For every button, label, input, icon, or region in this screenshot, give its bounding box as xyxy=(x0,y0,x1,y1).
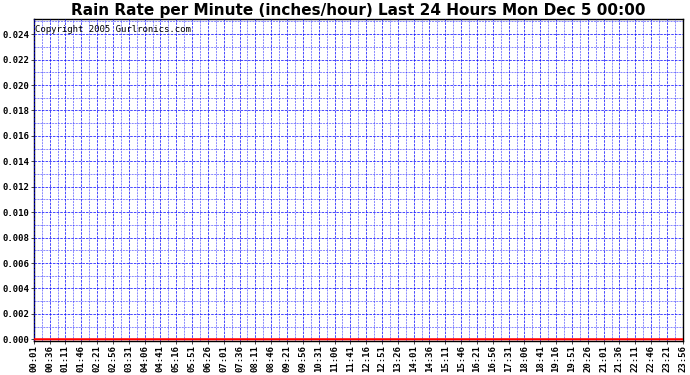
Title: Rain Rate per Minute (inches/hour) Last 24 Hours Mon Dec 5 00:00: Rain Rate per Minute (inches/hour) Last … xyxy=(71,3,646,18)
Text: Copyright 2005 Gurlronics.com: Copyright 2005 Gurlronics.com xyxy=(35,26,191,34)
